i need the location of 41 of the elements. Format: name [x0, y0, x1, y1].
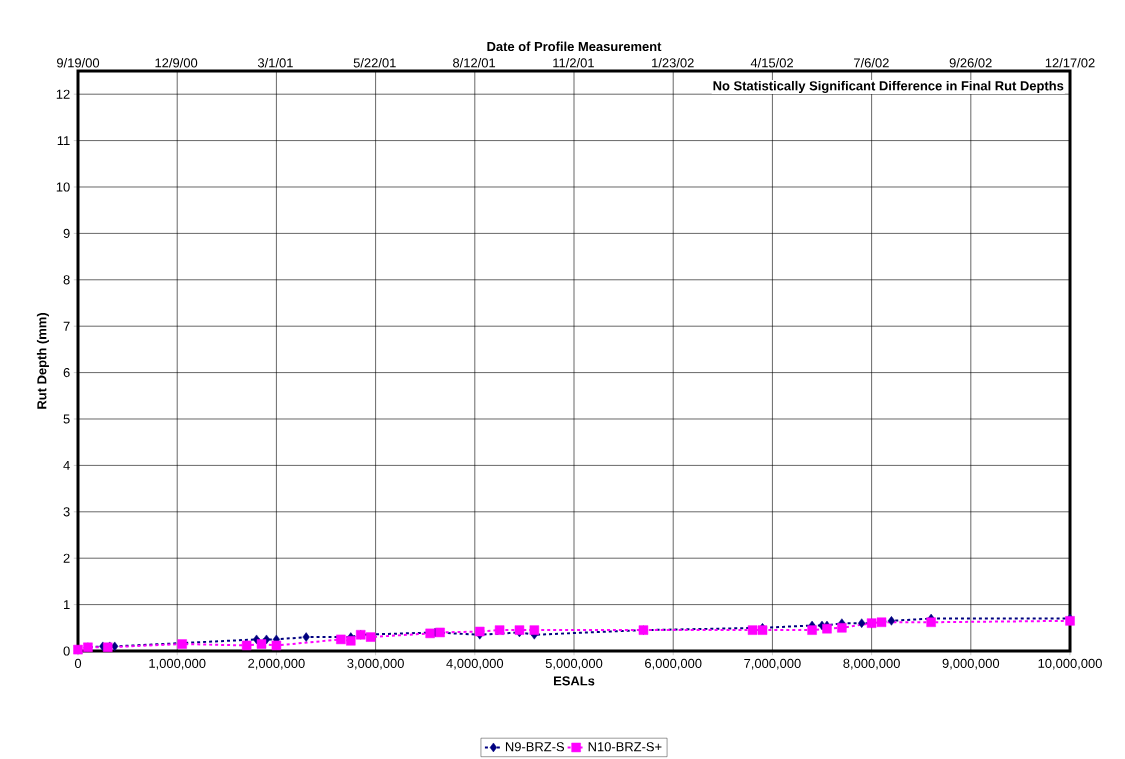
- y-tick-label: 9: [63, 228, 70, 238]
- x2-tick-label: 11/2/01: [553, 57, 594, 68]
- y-tick-label: 0: [63, 646, 70, 656]
- legend-label: N10-BRZ-S+: [588, 742, 662, 752]
- y-tick-label: 4: [63, 460, 70, 470]
- x2-axis-title: Date of Profile Measurement: [487, 41, 662, 52]
- y-tick-label: 2: [63, 553, 70, 563]
- x2-tick-label: 7/6/02: [854, 57, 889, 68]
- x2-tick-label: 9/19/00: [57, 57, 100, 68]
- y-tick-label: 3: [63, 507, 70, 517]
- x2-tick-label: 1/23/02: [652, 57, 694, 68]
- x-tick-label: 2,000,000: [248, 658, 305, 670]
- y-tick-label: 1: [64, 600, 70, 610]
- annotation: No Statistically Significant Difference in Final Rut Depths: [713, 80, 1064, 94]
- legend-label: N9-BRZ-S: [505, 742, 565, 752]
- x2-tick-label: 12/17/02: [1045, 57, 1095, 68]
- x-tick-label: 3,000,000: [347, 658, 404, 670]
- x2-tick-label: 8/12/01: [453, 57, 496, 68]
- x-tick-label: 1,000,000: [149, 658, 206, 670]
- y-tick-label: 11: [57, 136, 70, 146]
- y-tick-label: 10: [56, 182, 70, 192]
- x2-tick-label: 5/22/01: [353, 57, 396, 68]
- x2-tick-label: 4/15/02: [750, 57, 793, 68]
- x-tick-label: 7,000,000: [744, 658, 801, 670]
- x-tick-label: 5,000,000: [545, 658, 603, 670]
- x-tick-label: 6,000,000: [645, 658, 702, 670]
- y-axis-title: Rut Depth (mm): [36, 313, 49, 409]
- y-tick-label: 8: [63, 275, 70, 285]
- x-tick-label: 8,000,000: [843, 658, 900, 670]
- y-tick-label: 7: [63, 321, 70, 331]
- y-tick-label: 5: [63, 414, 70, 424]
- x-tick-label: 9,000,000: [942, 658, 1000, 670]
- x-axis-title: ESALs: [553, 676, 595, 686]
- x2-tick-label: 3/1/01: [257, 57, 293, 68]
- x-tick-label: 0: [74, 658, 82, 668]
- x2-tick-label: 9/26/02: [949, 57, 992, 68]
- x2-tick-label: 12/9/00: [155, 57, 198, 68]
- x-tick-label: 4,000,000: [446, 658, 504, 670]
- y-tick-label: 6: [63, 368, 70, 378]
- y-tick-label: 12: [56, 89, 70, 99]
- x-tick-label: 10,000,000: [1038, 658, 1102, 670]
